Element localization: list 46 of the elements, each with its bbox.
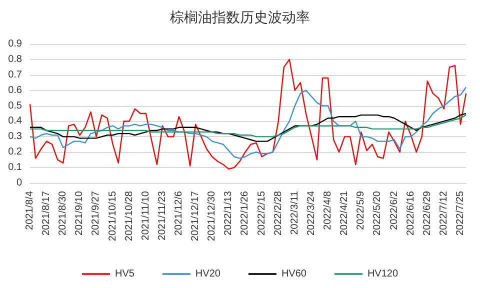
x-tick-label: 2022/3/24 — [306, 190, 317, 236]
x-tick-label: 2021/10/15 — [107, 190, 118, 242]
x-tick-label: 2022/5/9 — [356, 190, 367, 230]
y-tick-label: 0.1 — [8, 162, 22, 174]
x-tick-label: 2022/6/16 — [405, 190, 416, 236]
y-tick-label: 0.9 — [8, 38, 22, 50]
y-tick-label: 0.6 — [8, 84, 22, 96]
x-tick-label: 2022/4/21 — [339, 190, 350, 236]
x-tick-label: 2022/7/25 — [454, 190, 466, 236]
x-tick-label: 2022/3/11 — [289, 190, 300, 235]
x-tick-label: 2021/11/10 — [140, 190, 152, 240]
x-tick-label: 2021/12/30 — [206, 190, 218, 242]
y-tick-label: 0.5 — [8, 100, 22, 112]
line-series — [29, 114, 467, 138]
x-tick-label: 2021/11/23 — [156, 190, 168, 240]
x-tick-label: 2021/10/28 — [124, 190, 135, 242]
y-tick-label: 0.3 — [8, 131, 22, 142]
x-tick-label: 2022/2/28 — [272, 190, 284, 236]
x-tick-label: 2021/8/30 — [58, 190, 69, 236]
y-tick-label: 0.8 — [8, 54, 22, 65]
line-series — [29, 86, 467, 159]
legend-label: HV120 — [367, 268, 398, 280]
y-tick-label: 0.2 — [8, 146, 22, 158]
x-tick-label: 2021/8/17 — [41, 190, 52, 236]
x-tick-label: 2021/9/27 — [90, 190, 102, 236]
x-tick-label: 2022/6/2 — [388, 190, 400, 230]
x-tick-label: 2022/1/13 — [223, 190, 234, 236]
y-tick-label: 0.4 — [8, 116, 22, 127]
x-tick-label: 2022/6/29 — [422, 190, 433, 236]
x-tick-label: 2022/7/12 — [438, 190, 450, 236]
chart-title: 棕榈油指数历史波动率 — [170, 10, 310, 26]
x-tick-label: 2022/4/8 — [322, 190, 334, 230]
line-series — [29, 58, 467, 170]
x-tick-label: 2021/12/17 — [190, 190, 202, 242]
x-tick-label: 2021/9/10 — [74, 190, 86, 236]
x-tick-label: 2022/5/20 — [372, 190, 384, 236]
legend-label: HV20 — [195, 268, 221, 280]
legend-label: HV60 — [281, 268, 307, 280]
x-tick-label: 2021/12/6 — [174, 190, 185, 236]
y-tick-label: 0 — [16, 178, 22, 188]
x-tick-label: 2022/2/15 — [256, 190, 268, 236]
x-tick-label: 2022/1/26 — [240, 190, 251, 236]
x-tick-label: 2021/8/4 — [24, 190, 36, 230]
y-tick-label: 0.7 — [8, 69, 22, 80]
legend-label: HV5 — [114, 268, 135, 280]
line-series — [29, 112, 467, 142]
